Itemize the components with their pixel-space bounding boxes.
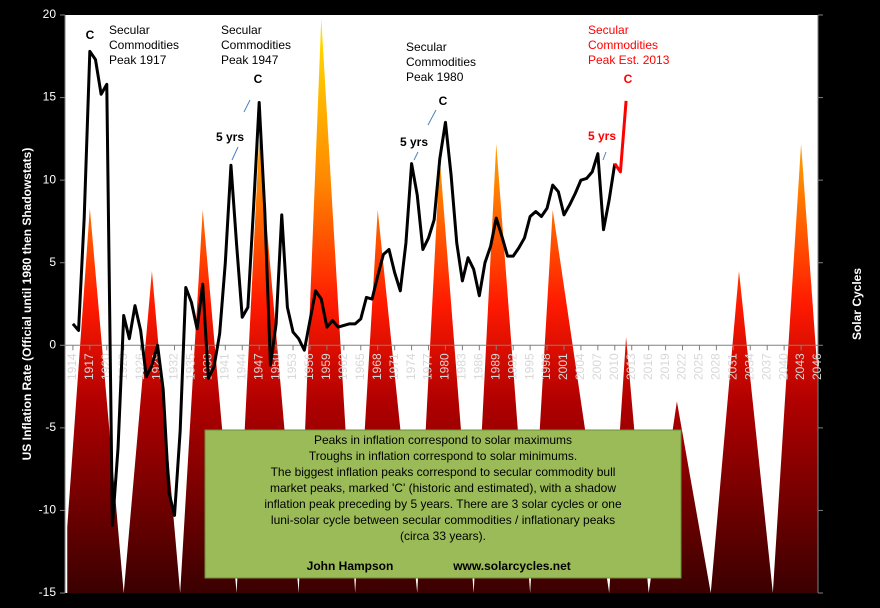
y2-axis-title: Solar Cycles [850, 268, 864, 340]
note-line: Troughs in inflation correspond to solar… [309, 449, 577, 463]
x-tick-label: 1959 [319, 353, 333, 380]
x-tick-label: 2004 [573, 353, 587, 380]
x-tick-label: 1965 [353, 353, 367, 380]
y-tick-label: 20 [43, 7, 57, 21]
x-tick-label: 2019 [658, 353, 672, 380]
x-tick-label: 1998 [539, 353, 553, 380]
x-tick-label: 2010 [607, 353, 621, 380]
x-tick-label: 1944 [234, 353, 248, 380]
annotation: 5 yrs [400, 135, 428, 149]
annotation: Commodities [109, 38, 179, 52]
annotation: Peak 1947 [221, 53, 279, 67]
x-tick-label: 1932 [167, 353, 181, 380]
note-line: Peaks in inflation correspond to solar m… [314, 433, 572, 447]
x-tick-label: 2043 [793, 353, 807, 380]
x-tick-label: 1983 [455, 353, 469, 380]
x-tick-label: 2037 [759, 353, 773, 380]
x-tick-label: 2007 [590, 353, 604, 380]
y-tick-label: 15 [43, 90, 57, 104]
annotation: Commodities [406, 55, 476, 69]
annotation: Secular [406, 40, 447, 54]
annotation: Peak 1980 [406, 70, 464, 84]
x-tick-label: 2001 [556, 353, 570, 380]
x-tick-label: 1980 [438, 353, 452, 380]
x-tick-label: 1977 [421, 353, 435, 380]
note-url: www.solarcycles.net [452, 559, 571, 573]
note-line: The biggest inflation peaks correspond t… [271, 465, 616, 479]
note-author: John Hampson [307, 559, 394, 573]
x-tick-label: 2034 [742, 353, 756, 380]
note-box [204, 429, 682, 579]
pointer-line [243, 99, 251, 113]
inflation-line [613, 100, 628, 174]
x-tick-label: 1956 [302, 353, 316, 380]
x-tick-label: 2031 [726, 353, 740, 380]
annotation: Commodities [588, 38, 658, 52]
x-tick-label: 1962 [336, 353, 350, 380]
x-tick-label: 1968 [370, 353, 384, 380]
x-tick-label: 2013 [624, 353, 638, 380]
y-tick-label: -15 [39, 585, 57, 599]
pointer-line [413, 151, 419, 161]
y-tick-label: -10 [39, 503, 57, 517]
x-tick-label: 1974 [404, 353, 418, 380]
annotation: C [624, 72, 633, 86]
note-line: luni-solar cycle between secular commodi… [271, 513, 615, 527]
x-tick-label: 1986 [471, 353, 485, 380]
pointer-line [231, 146, 239, 161]
note-line: inflation peak preceding by 5 years. The… [264, 497, 622, 511]
x-tick-label: 2028 [709, 353, 723, 380]
annotation: C [86, 28, 95, 42]
annotation: C [439, 94, 448, 108]
x-tick-label: 1995 [522, 353, 536, 380]
annotation: Peak 1917 [109, 53, 167, 67]
x-tick-label: 1935 [184, 353, 198, 380]
annotation: Secular [588, 23, 629, 37]
y-axis-title: US Inflation Rate (Official until 1980 t… [20, 148, 34, 461]
x-tick-label: 1989 [488, 353, 502, 380]
x-tick-label: 1917 [82, 353, 96, 380]
pointer-line [427, 109, 437, 126]
x-tick-label: 1971 [387, 353, 401, 380]
x-tick-label: 1947 [251, 353, 265, 380]
note-line: (circa 33 years). [400, 529, 486, 543]
x-tick-label: 2040 [776, 353, 790, 380]
annotation: 5 yrs [216, 130, 244, 144]
annotation: 5 yrs [588, 129, 616, 143]
annotation: Peak Est. 2013 [588, 53, 670, 67]
pointer-line [602, 151, 607, 161]
x-tick-label: 1992 [505, 353, 519, 380]
y-tick-label: 0 [49, 337, 56, 351]
x-tick-label: 1941 [217, 353, 231, 380]
y-tick-label: 5 [49, 255, 56, 269]
x-tick-label: 2025 [692, 353, 706, 380]
annotation: Secular [109, 23, 150, 37]
y-tick-label: 10 [43, 172, 57, 186]
y-tick-label: -5 [45, 420, 56, 434]
x-tick-label: 1953 [285, 353, 299, 380]
note-line: market peaks, marked 'C' (historic and e… [270, 481, 616, 495]
annotation: C [254, 72, 263, 86]
inflation-line [71, 49, 617, 527]
annotation: Secular [221, 23, 262, 37]
x-tick-label: 2046 [810, 353, 824, 380]
x-tick-label: 2016 [641, 353, 655, 380]
x-tick-label: 1914 [65, 353, 79, 380]
x-tick-label: 2022 [675, 353, 689, 380]
annotation: Commodities [221, 38, 291, 52]
